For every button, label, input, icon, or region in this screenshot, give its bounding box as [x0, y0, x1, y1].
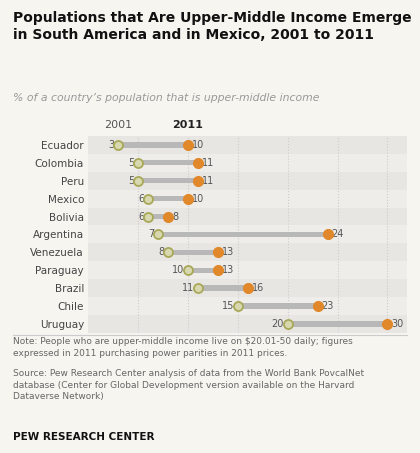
Bar — [88, 190, 407, 207]
Text: 10: 10 — [192, 140, 204, 150]
Text: 11: 11 — [202, 158, 214, 168]
Bar — [118, 142, 188, 148]
Bar — [88, 315, 407, 333]
Text: 23: 23 — [322, 301, 334, 311]
Text: Populations that Are Upper-Middle Income Emerge
in South America and in Mexico, : Populations that Are Upper-Middle Income… — [13, 11, 411, 42]
Text: 10: 10 — [172, 265, 184, 275]
Text: 2001: 2001 — [104, 120, 132, 130]
Text: 5: 5 — [128, 176, 134, 186]
Text: 13: 13 — [222, 247, 234, 257]
Bar — [288, 321, 388, 327]
Text: 30: 30 — [391, 319, 404, 329]
Text: 11: 11 — [182, 283, 194, 293]
Bar — [168, 250, 218, 255]
Bar — [88, 226, 407, 243]
Bar — [88, 297, 407, 315]
Bar — [88, 207, 407, 226]
Text: 13: 13 — [222, 265, 234, 275]
Bar — [88, 243, 407, 261]
Text: 16: 16 — [252, 283, 264, 293]
Text: % of a country’s population that is upper-middle income: % of a country’s population that is uppe… — [13, 93, 319, 103]
Bar — [188, 268, 218, 273]
Text: 3: 3 — [108, 140, 114, 150]
Bar — [88, 261, 407, 279]
Text: 5: 5 — [128, 158, 134, 168]
Bar — [238, 304, 318, 309]
Bar — [88, 279, 407, 297]
Text: 20: 20 — [271, 319, 284, 329]
Bar — [158, 232, 328, 237]
Bar — [88, 136, 407, 154]
Bar — [198, 285, 248, 291]
Text: 6: 6 — [138, 212, 144, 222]
Text: 10: 10 — [192, 193, 204, 203]
Text: Note: People who are upper-middle income live on $20.01-50 daily; figures
expres: Note: People who are upper-middle income… — [13, 337, 352, 358]
Text: 8: 8 — [172, 212, 178, 222]
Text: 11: 11 — [202, 176, 214, 186]
Text: PEW RESEARCH CENTER: PEW RESEARCH CENTER — [13, 432, 154, 442]
Text: 8: 8 — [158, 247, 164, 257]
Text: Source: Pew Research Center analysis of data from the World Bank PovcalNet
datab: Source: Pew Research Center analysis of … — [13, 369, 364, 401]
Text: 6: 6 — [138, 193, 144, 203]
Text: 15: 15 — [221, 301, 234, 311]
Text: 2011: 2011 — [173, 120, 203, 130]
Bar — [88, 154, 407, 172]
Bar — [148, 196, 188, 201]
Text: 7: 7 — [148, 229, 154, 240]
Bar — [138, 160, 198, 165]
Text: 24: 24 — [332, 229, 344, 240]
Bar — [138, 178, 198, 183]
Bar — [88, 172, 407, 190]
Bar — [148, 214, 168, 219]
